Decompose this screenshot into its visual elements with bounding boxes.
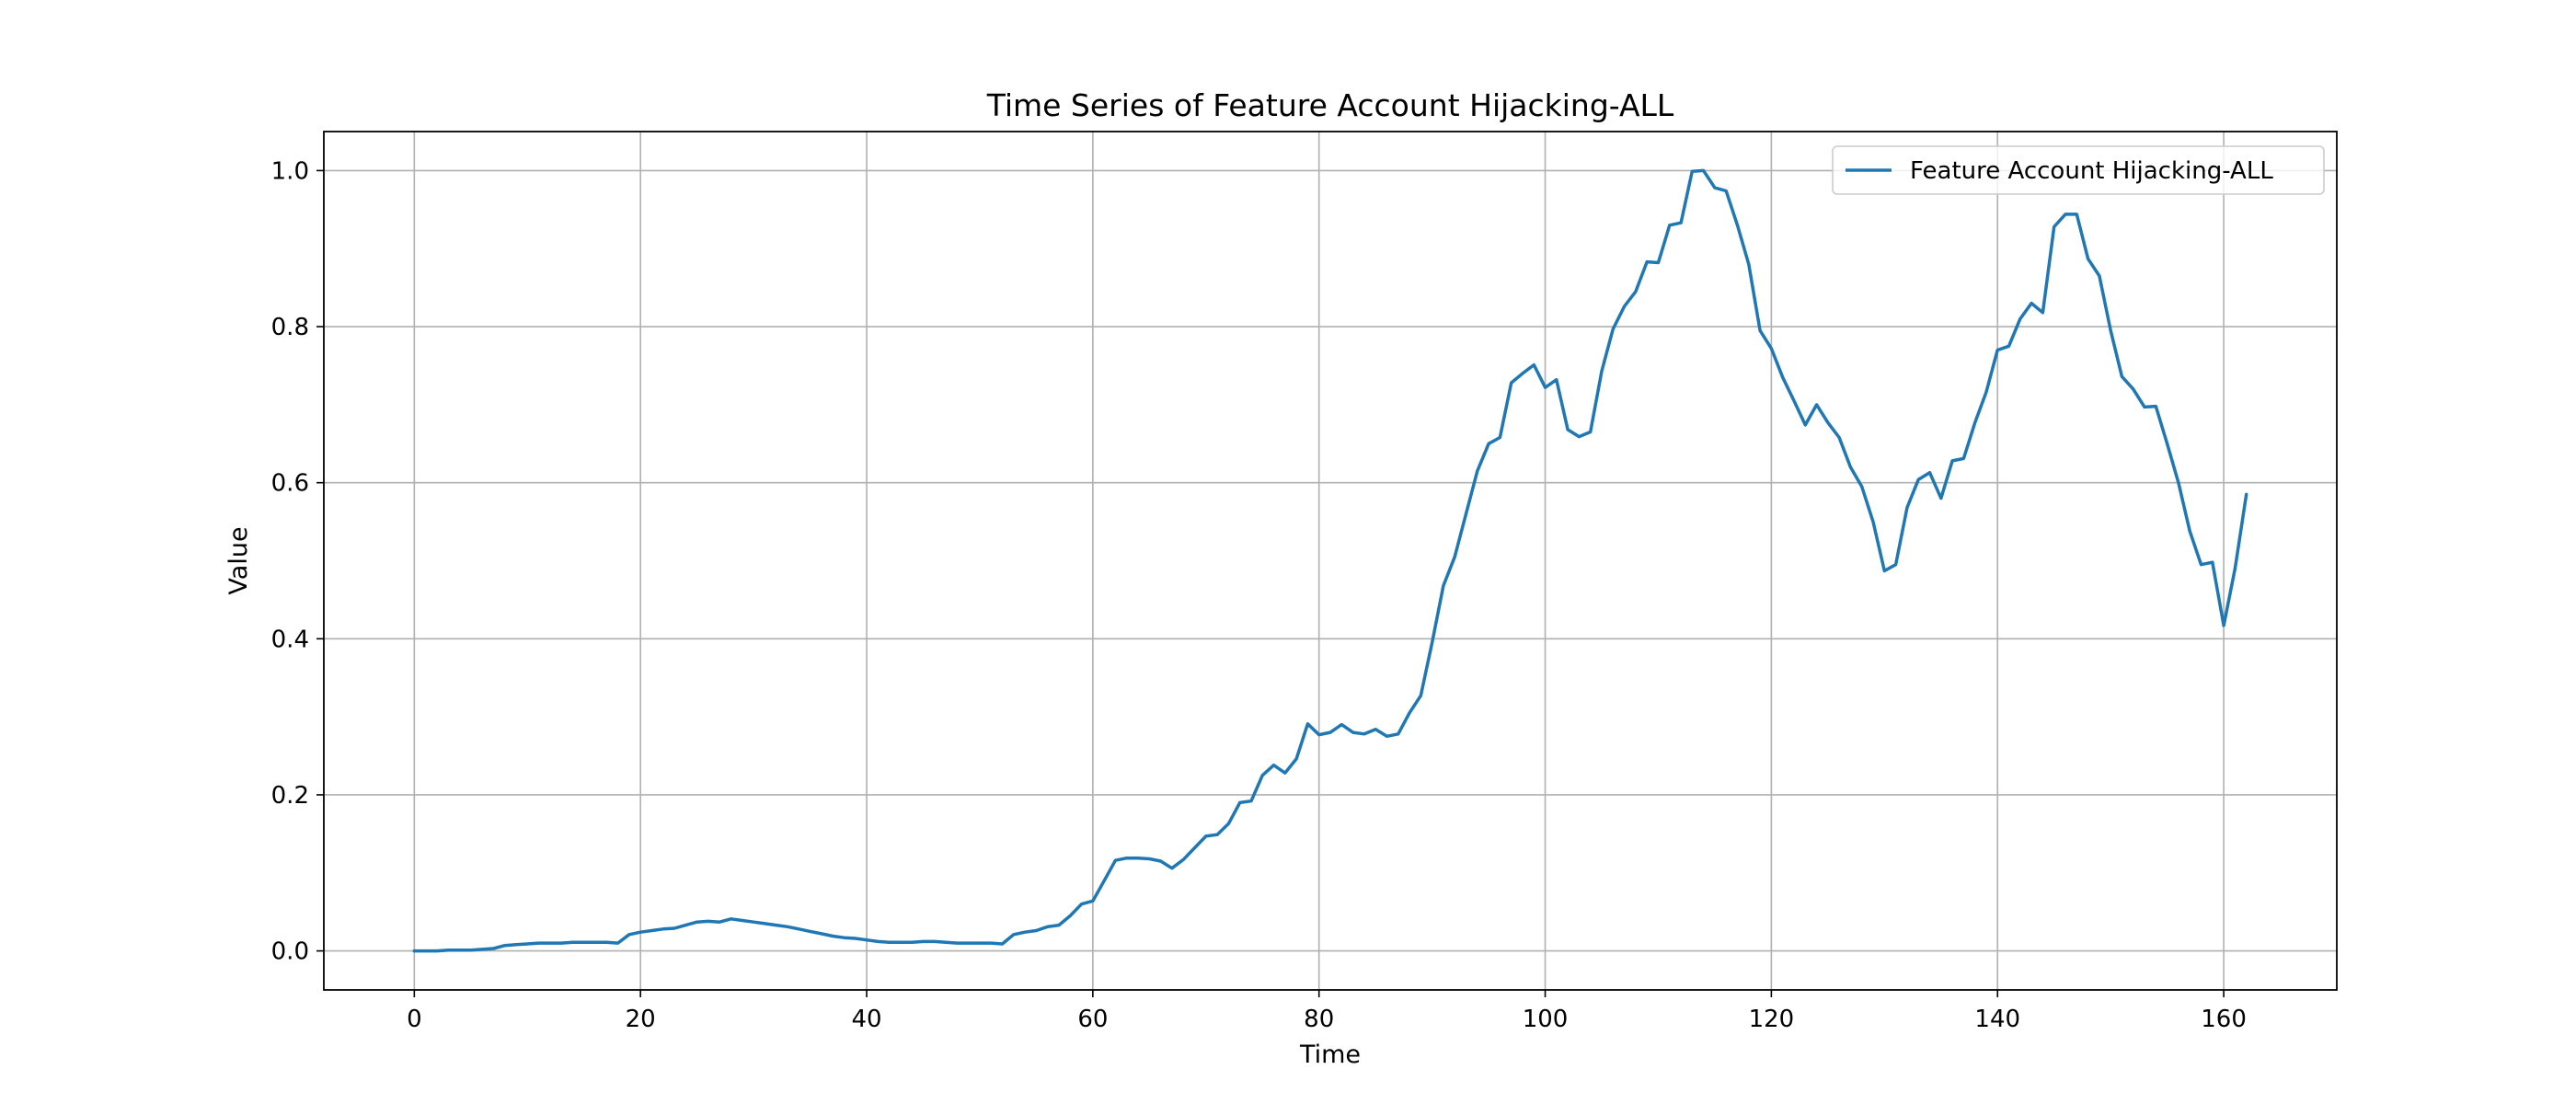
y-tick-label: 1.0	[271, 157, 309, 185]
x-tick-label: 100	[1523, 1006, 1569, 1033]
x-tick-label: 80	[1304, 1006, 1334, 1033]
y-tick-label: 0.4	[271, 626, 309, 653]
series-line	[412, 168, 2248, 953]
axis-ticks: 0 20 40 60 80 100 120 140 160 0.0 0.2 0.4 0.6 0.8 1.0	[271, 157, 2247, 1033]
y-axis-title: Value	[224, 526, 253, 594]
grid	[324, 132, 2337, 990]
series-layer	[412, 168, 2248, 953]
chart-title: Time Series of Feature Account Hijacking…	[986, 87, 1674, 123]
legend-entry-label: Feature Account Hijacking-ALL	[1910, 157, 2273, 185]
x-tick-label: 60	[1077, 1006, 1108, 1033]
x-tick-label: 40	[851, 1006, 881, 1033]
x-tick-label: 20	[626, 1006, 656, 1033]
x-axis-title: Time	[1299, 1041, 1361, 1069]
y-tick-label: 0.2	[271, 782, 309, 810]
plot-frame	[323, 131, 2338, 991]
x-tick-label: 140	[1974, 1006, 2020, 1033]
legend-box	[1832, 145, 2325, 195]
x-tick-label: 160	[2201, 1006, 2247, 1033]
y-tick-label: 0.6	[271, 470, 309, 498]
y-tick-label: 0.8	[271, 314, 309, 341]
x-tick-label: 120	[1749, 1006, 1795, 1033]
y-tick-label: 0.0	[271, 938, 309, 966]
x-tick-label: 0	[407, 1006, 422, 1033]
legend: Feature Account Hijacking-ALL	[1832, 145, 2325, 195]
